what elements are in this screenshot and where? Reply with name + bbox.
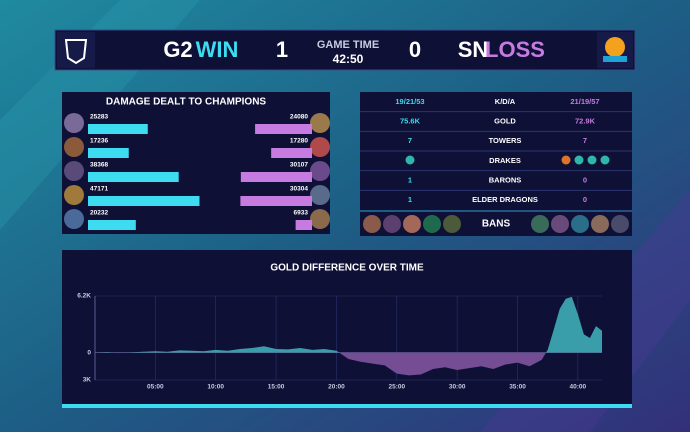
y-tick-label: 6.2K	[77, 293, 91, 300]
value-label: 30107	[290, 162, 308, 169]
score-right: 0	[409, 37, 421, 62]
stat-label: BARONS	[489, 175, 522, 184]
game-time: 42:50	[333, 52, 364, 66]
bar	[295, 220, 312, 230]
bans-right	[531, 215, 629, 233]
ban-portrait	[571, 215, 589, 233]
x-tick-label: 05:00	[147, 384, 164, 391]
stat-right: 7	[583, 136, 587, 145]
score-left: 1	[276, 37, 288, 62]
champion-portrait	[310, 113, 330, 133]
x-tick-label: 15:00	[268, 384, 285, 391]
bans-left	[363, 215, 461, 233]
drake-icon	[561, 155, 571, 165]
stat-label: TOWERS	[489, 136, 522, 145]
x-tick-label: 35:00	[509, 384, 526, 391]
bar	[88, 124, 148, 134]
value-label: 38368	[90, 162, 108, 169]
value-label: 6933	[294, 210, 309, 217]
ban-portrait	[591, 215, 609, 233]
stat-label: DRAKES	[489, 156, 521, 165]
bar	[88, 148, 129, 158]
ban-portrait	[383, 215, 401, 233]
champion-portrait	[64, 209, 84, 229]
value-label: 17280	[290, 138, 308, 145]
drake-icon	[405, 155, 415, 165]
stat-right: 0	[583, 195, 587, 204]
value-label: 24080	[290, 114, 308, 121]
value-label: 30304	[290, 186, 308, 193]
damage-panel	[62, 92, 330, 234]
x-tick-label: 30:00	[449, 384, 466, 391]
value-label: 25283	[90, 114, 108, 121]
logo-left-icon	[64, 39, 88, 65]
team-left: G2	[163, 37, 192, 62]
drake-icon	[587, 155, 597, 165]
x-tick-label: 10:00	[207, 384, 224, 391]
ban-portrait	[443, 215, 461, 233]
x-tick-label: 25:00	[388, 384, 405, 391]
game-time-label: GAME TIME	[317, 39, 379, 51]
logo-right-band	[603, 56, 627, 62]
ban-portrait	[531, 215, 549, 233]
bar	[240, 172, 312, 182]
bar	[271, 148, 312, 158]
value-label: 17236	[90, 138, 108, 145]
damage-title: DAMAGE DEALT TO CHAMPIONS	[106, 97, 267, 108]
bans-label: BANS	[482, 219, 511, 230]
champion-portrait	[64, 137, 84, 157]
champion-portrait	[310, 137, 330, 157]
bar	[88, 196, 200, 206]
gold-panel	[62, 250, 632, 405]
champion-portrait	[64, 161, 84, 181]
y-tick-label: 0	[87, 349, 91, 356]
gold-panel-accent	[62, 404, 632, 408]
stat-label: K/D/A	[495, 97, 516, 106]
bar	[255, 124, 312, 134]
champion-portrait	[310, 185, 330, 205]
stat-right: 21/19/57	[570, 97, 599, 106]
stat-left: 1	[408, 195, 412, 204]
gold-area	[95, 296, 602, 376]
stat-label: ELDER DRAGONS	[472, 195, 538, 204]
stat-right: 0	[583, 175, 587, 184]
logo-right-icon	[605, 37, 625, 57]
result-right: LOSS	[485, 37, 545, 62]
champion-portrait	[310, 161, 330, 181]
drake-icons	[405, 155, 610, 165]
stat-right: 72.9K	[575, 116, 596, 125]
value-label: 20232	[90, 210, 108, 217]
drake-icon	[574, 155, 584, 165]
value-label: 47171	[90, 186, 108, 193]
stat-left: 75.6K	[400, 116, 421, 125]
champion-portrait	[64, 113, 84, 133]
header-bar	[54, 29, 636, 71]
bar	[88, 220, 136, 230]
ban-portrait	[611, 215, 629, 233]
x-tick-label: 20:00	[328, 384, 345, 391]
drake-icon	[600, 155, 610, 165]
y-tick-label: 3K	[83, 377, 92, 384]
bar	[240, 196, 312, 206]
ban-portrait	[551, 215, 569, 233]
stat-left: 19/21/53	[395, 97, 424, 106]
champion-portrait	[64, 185, 84, 205]
team-right: SN	[458, 37, 489, 62]
ban-portrait	[363, 215, 381, 233]
bar	[88, 172, 179, 182]
ban-portrait	[403, 215, 421, 233]
champion-portrait	[310, 209, 330, 229]
x-tick-label: 40:00	[570, 384, 587, 391]
stat-label: GOLD	[494, 116, 516, 125]
stat-left: 7	[408, 136, 412, 145]
ban-portrait	[423, 215, 441, 233]
gold-title: GOLD DIFFERENCE OVER TIME	[270, 263, 424, 274]
stat-left: 1	[408, 175, 412, 184]
result-left: WIN	[196, 37, 239, 62]
